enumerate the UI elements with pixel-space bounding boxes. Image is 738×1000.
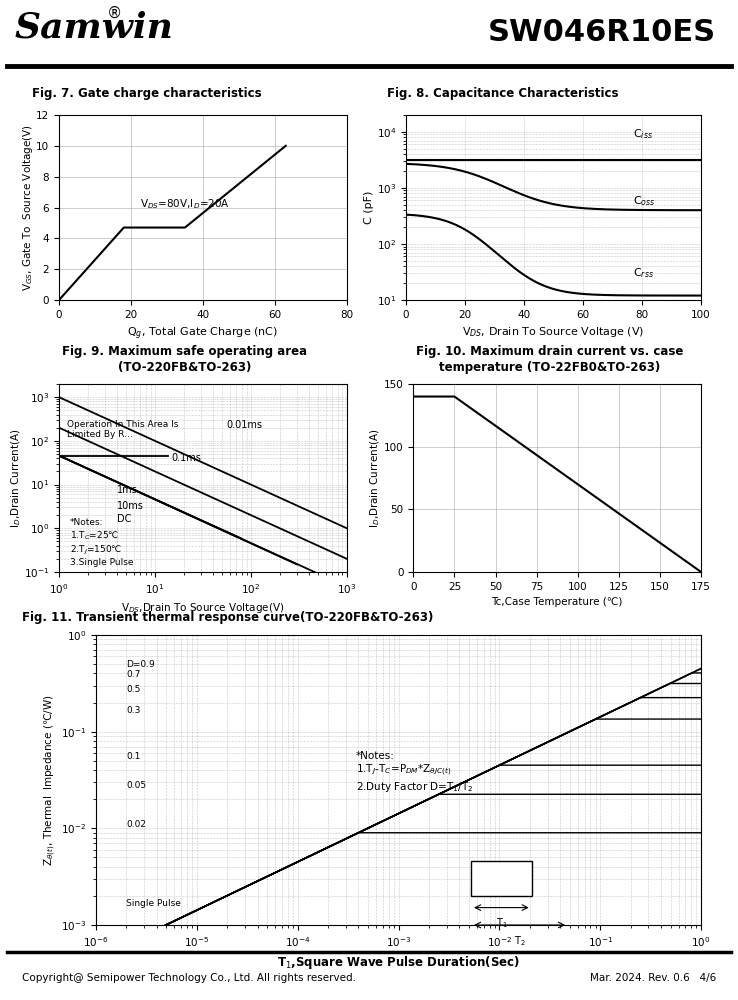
Text: 0.1ms: 0.1ms: [172, 453, 201, 463]
Text: *Notes:
1.T$_C$=25℃
2.T$_J$=150℃
3.Single Pulse: *Notes: 1.T$_C$=25℃ 2.T$_J$=150℃ 3.Singl…: [70, 518, 134, 567]
Text: SW046R10ES: SW046R10ES: [488, 18, 716, 47]
Text: Fig. 9. Maximum safe operating area
(TO-220FB&TO-263): Fig. 9. Maximum safe operating area (TO-…: [62, 346, 307, 373]
X-axis label: V$_{DS}$, Drain To Source Voltage (V): V$_{DS}$, Drain To Source Voltage (V): [462, 325, 645, 339]
Y-axis label: Z$_{\theta(t)}$, Thermal  Impedance (℃/W): Z$_{\theta(t)}$, Thermal Impedance (℃/W): [43, 694, 58, 866]
Bar: [471, 861, 531, 896]
Text: 0.02: 0.02: [126, 820, 146, 829]
Text: 0.5: 0.5: [126, 685, 141, 694]
Text: 10ms: 10ms: [117, 501, 144, 511]
Text: P$_{DM}$: P$_{DM}$: [490, 872, 513, 886]
Text: D=0.9: D=0.9: [126, 660, 155, 669]
Text: 0.1: 0.1: [126, 752, 141, 761]
Y-axis label: I$_D$,Drain Current(A): I$_D$,Drain Current(A): [369, 428, 382, 528]
Text: C$_{rss}$: C$_{rss}$: [633, 266, 654, 280]
Text: T$_1$: T$_1$: [495, 916, 507, 930]
X-axis label: Q$_g$, Total Gate Charge (nC): Q$_g$, Total Gate Charge (nC): [128, 325, 278, 342]
Text: DC: DC: [117, 514, 131, 524]
Text: Copyright@ Semipower Technology Co., Ltd. All rights reserved.: Copyright@ Semipower Technology Co., Ltd…: [22, 973, 356, 983]
Y-axis label: V$_{GS}$, Gate To  Source Voltage(V): V$_{GS}$, Gate To Source Voltage(V): [21, 124, 35, 291]
Text: 0.05: 0.05: [126, 781, 146, 790]
Text: C$_{iss}$: C$_{iss}$: [633, 127, 653, 141]
Text: Mar. 2024. Rev. 0.6   4/6: Mar. 2024. Rev. 0.6 4/6: [590, 973, 716, 983]
Y-axis label: C (pF): C (pF): [364, 191, 374, 224]
Text: *Notes:
1.T$_J$-T$_C$=P$_{DM}$*Z$_{\theta JC(t)}$
2.Duty Factor D=T$_1$/T$_2$: *Notes: 1.T$_J$-T$_C$=P$_{DM}$*Z$_{\thet…: [356, 751, 474, 794]
Text: Fig. 11. Transient thermal response curve(TO-220FB&TO-263): Fig. 11. Transient thermal response curv…: [22, 611, 433, 624]
Text: 0.7: 0.7: [126, 670, 141, 679]
Text: Single Pulse: Single Pulse: [126, 899, 181, 908]
Text: Samwin: Samwin: [15, 10, 173, 44]
Text: Fig. 7. Gate charge characteristics: Fig. 7. Gate charge characteristics: [32, 87, 261, 100]
Text: Fig. 8. Capacitance Characteristics: Fig. 8. Capacitance Characteristics: [387, 87, 618, 100]
X-axis label: T$_1$,Square Wave Pulse Duration(Sec): T$_1$,Square Wave Pulse Duration(Sec): [277, 954, 520, 971]
Text: C$_{oss}$: C$_{oss}$: [633, 194, 656, 208]
Text: 0.3: 0.3: [126, 706, 141, 715]
Text: Fig. 10. Maximum drain current vs. case
temperature (TO-22FB0&TO-263): Fig. 10. Maximum drain current vs. case …: [416, 346, 683, 373]
Text: ®: ®: [107, 5, 123, 20]
Text: Operation In This Area Is
Limited By R...: Operation In This Area Is Limited By R..…: [66, 420, 178, 439]
Text: 1ms: 1ms: [117, 485, 137, 495]
X-axis label: Tc,Case Temperature (℃): Tc,Case Temperature (℃): [492, 597, 623, 607]
Text: V$_{DS}$=80V,I$_D$=20A: V$_{DS}$=80V,I$_D$=20A: [139, 197, 230, 211]
X-axis label: V$_{DS}$,Drain To Source Voltage(V): V$_{DS}$,Drain To Source Voltage(V): [121, 601, 285, 615]
Text: 0.01ms: 0.01ms: [226, 420, 262, 430]
Y-axis label: I$_D$,Drain Current(A): I$_D$,Drain Current(A): [9, 428, 23, 528]
Text: T$_2$: T$_2$: [514, 934, 525, 948]
